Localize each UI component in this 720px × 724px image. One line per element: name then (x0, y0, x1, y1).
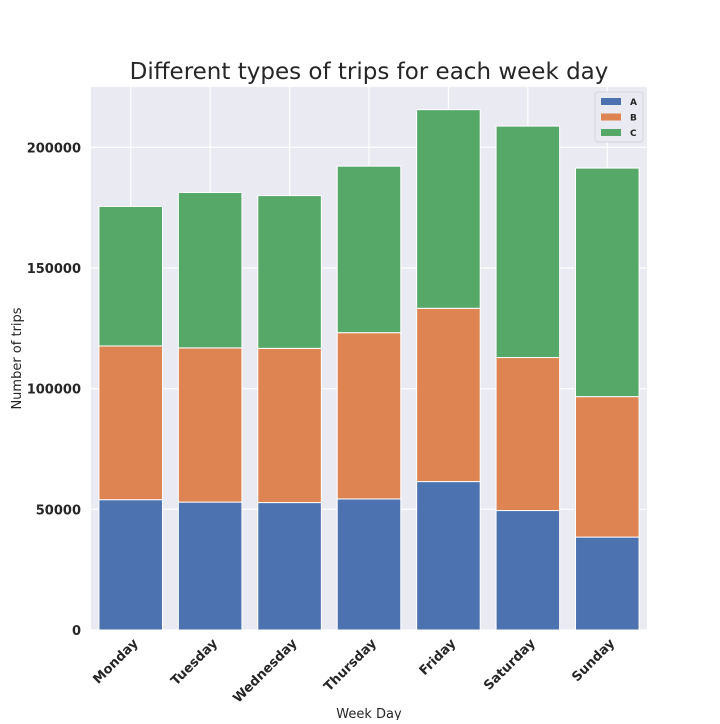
x-tick-label-monday: Monday (90, 636, 141, 687)
bars (98, 109, 640, 631)
y-tick-label: 50000 (36, 503, 81, 518)
x-tick-label-friday: Friday (417, 636, 460, 679)
legend-swatch-a (601, 98, 621, 105)
x-tick-labels: Monday Tuesday Wednesday Thursday Friday Satu… (90, 636, 618, 706)
bar-monday-series-c (98, 205, 163, 347)
bar-monday-series-a (98, 499, 163, 631)
bar-sunday-series-c (575, 167, 640, 398)
y-tick-label: 200000 (27, 141, 81, 156)
bar-sunday-series-b (575, 396, 640, 538)
bar-friday-series-a (416, 481, 481, 631)
y-tick-label: 100000 (27, 383, 81, 398)
bar-saturday-series-a (495, 510, 561, 631)
x-axis-label: Week Day (336, 707, 402, 720)
x-tick-label-wednesday: Wednesday (230, 636, 300, 706)
bar-wednesday-series-a (257, 502, 322, 631)
bar-friday-series-b (416, 307, 481, 483)
y-tick-label: 0 (72, 624, 81, 639)
bar-tuesday-series-a (177, 501, 243, 631)
bar-wednesday-series-b (257, 347, 322, 504)
bar-saturday-series-b (495, 357, 561, 512)
bar-monday-series-b (98, 345, 163, 501)
legend-label-a: A (630, 98, 637, 108)
y-tick-label: 150000 (27, 262, 81, 277)
x-tick-label-sunday: Sunday (569, 636, 618, 685)
legend-swatch-b (601, 113, 621, 121)
bar-saturday-series-c (495, 125, 561, 359)
chart-title: Different types of trips for each week d… (130, 59, 609, 85)
legend: ABC (594, 91, 644, 143)
x-tick-label-thursday: Thursday (321, 636, 380, 695)
bar-tuesday-series-c (177, 191, 243, 349)
bar-tuesday-series-b (177, 347, 243, 503)
x-tick-label-saturday: Saturday (481, 636, 539, 694)
x-tick-label-tuesday: Tuesday (168, 636, 221, 689)
bar-wednesday-series-c (257, 195, 322, 349)
bar-thursday-series-b (336, 332, 402, 500)
y-axis-label: Number of trips (10, 307, 25, 409)
legend-label-b: B (630, 114, 637, 124)
legend-label-c: C (630, 129, 637, 139)
bar-thursday-series-c (336, 165, 402, 334)
bar-sunday-series-a (575, 536, 640, 631)
bar-friday-series-c (416, 109, 481, 309)
legend-swatch-c (601, 129, 621, 136)
y-tick-labels: 0 50000 100000 150000 200000 (27, 141, 81, 639)
bar-thursday-series-a (336, 498, 402, 631)
